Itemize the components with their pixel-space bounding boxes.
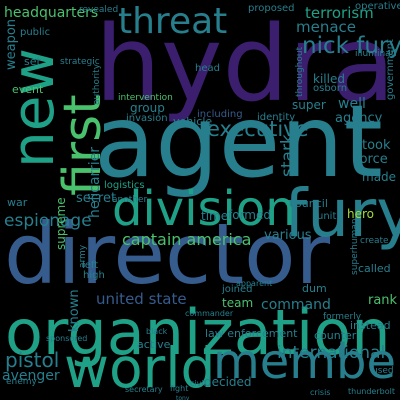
- word-secretary: secretary: [125, 385, 163, 394]
- word-illuminati: illuminati: [355, 49, 397, 59]
- word-public: public: [20, 27, 51, 38]
- word-executive: executive: [207, 117, 309, 141]
- word-international: international: [277, 343, 386, 363]
- word-council: council: [289, 197, 328, 210]
- word-proposed: proposed: [248, 3, 295, 14]
- word-fight: fight: [170, 384, 189, 393]
- word-operative: operative: [355, 1, 400, 12]
- word-tony: tony: [176, 395, 190, 400]
- word-civil: civil: [190, 379, 206, 388]
- word-war: war: [7, 196, 28, 209]
- word-identity: identity: [257, 112, 296, 123]
- word-hydra: hydra: [95, 3, 395, 125]
- word-helicarrier: helicarrier: [87, 146, 103, 218]
- word-logistics: logistics: [104, 180, 145, 191]
- word-took: took: [362, 138, 391, 153]
- word-rank: rank: [368, 293, 398, 308]
- word-made: made: [362, 170, 397, 184]
- word-head: head: [195, 63, 220, 74]
- word-crisis: crisis: [310, 388, 331, 397]
- word-agent: agent: [94, 83, 383, 200]
- word-time: time: [201, 209, 229, 223]
- word-government: government: [385, 39, 396, 100]
- word-super: super: [292, 98, 326, 112]
- word-called: called: [358, 262, 391, 275]
- word-team: team: [222, 296, 254, 310]
- word-secret: secret: [76, 191, 117, 206]
- word-apparent: apparent: [236, 279, 273, 288]
- word-weapon: weapon: [4, 18, 19, 70]
- word-active: active: [137, 338, 171, 351]
- word-killed: killed: [313, 72, 345, 86]
- word-stark: stark: [278, 134, 298, 177]
- word-agency: agency: [335, 111, 383, 126]
- word-superhuman: superhuman: [350, 218, 360, 275]
- word-threat: threat: [118, 1, 228, 42]
- word-including: including: [197, 109, 243, 120]
- word-known: known: [67, 289, 82, 332]
- word-formed: formed: [228, 208, 271, 222]
- word-throughout: throughout: [295, 46, 305, 97]
- word-create: create: [360, 236, 389, 246]
- word-vehicle: vehicle: [173, 115, 213, 128]
- word-well: well: [338, 96, 366, 112]
- word-formerly: formerly: [323, 312, 362, 322]
- word-another: another: [112, 195, 148, 205]
- word-organization: organization: [5, 296, 391, 369]
- word-menace: menace: [296, 18, 357, 36]
- word-intervention: intervention: [118, 93, 173, 103]
- word-fury: fury: [284, 175, 400, 252]
- word-revealed: revealed: [79, 5, 119, 15]
- word-commander: commander: [185, 309, 234, 318]
- word-counter: counter: [314, 329, 357, 342]
- word-various: various: [264, 228, 312, 243]
- word-authority: authority: [92, 63, 102, 105]
- word-black: black: [146, 327, 168, 336]
- word-director: director: [4, 205, 331, 303]
- word-dum: dum: [302, 282, 327, 295]
- word-captain-america: captain america: [122, 230, 252, 249]
- word-united-state: united state: [96, 290, 187, 308]
- word-supreme: supreme: [54, 197, 68, 250]
- word-command: command: [261, 297, 331, 313]
- word-high: high: [83, 270, 105, 281]
- word-set: set: [24, 55, 41, 68]
- word-force: force: [355, 152, 388, 167]
- word-event: event: [12, 83, 44, 96]
- word-invasion: invasion: [126, 113, 168, 124]
- word-terrorism: terrorism: [305, 4, 374, 22]
- word-member: member: [213, 334, 400, 390]
- word-headquarters: headquarters: [4, 5, 99, 21]
- word-world: world: [64, 336, 216, 400]
- word-used: used: [372, 366, 394, 376]
- word-instead: instead: [350, 319, 391, 332]
- word-law-enforcement: law enforcement: [205, 327, 298, 340]
- word-thunderbolt: thunderbolt: [348, 387, 395, 396]
- word-division: division: [112, 181, 296, 237]
- word-decided: decided: [204, 375, 252, 389]
- word-joined: joined: [222, 284, 253, 295]
- word-group: group: [130, 101, 165, 115]
- word-left: left: [82, 260, 99, 271]
- word-pistol: pistol: [5, 348, 60, 372]
- word-sponsored: sponsored: [46, 334, 88, 343]
- word-osborn: osborn: [313, 83, 348, 94]
- word-enemy: enemy: [6, 377, 37, 387]
- word-avenger: avenger: [2, 368, 60, 384]
- word-army: army: [78, 244, 88, 268]
- word-hero: hero: [347, 207, 374, 221]
- word-strategic: strategic: [60, 57, 100, 67]
- word-nick-fury: nick fury: [302, 33, 400, 59]
- word-espionage: espionage: [4, 211, 92, 231]
- word-unit: unit: [317, 211, 337, 222]
